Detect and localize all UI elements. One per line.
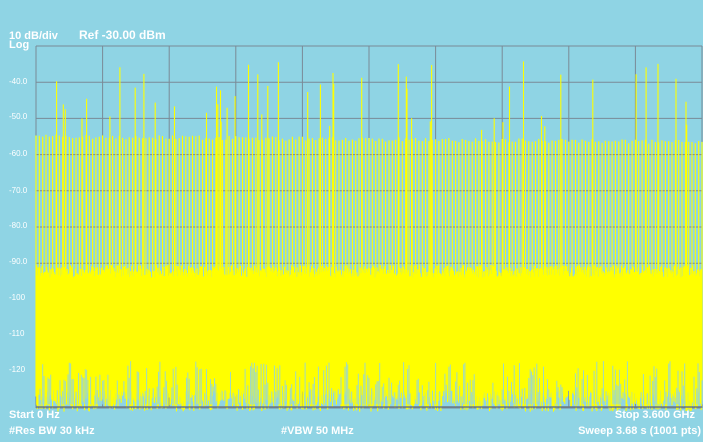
resolution-bandwidth-label: #Res BW 30 kHz (9, 425, 95, 437)
stop-frequency-label: Stop 3.600 GHz (614, 409, 695, 421)
video-bandwidth-label: #VBW 50 MHz (281, 425, 354, 437)
y-tick-label: -60.0 (9, 149, 28, 158)
y-tick-label: -90.0 (9, 257, 28, 266)
y-tick-label: -100 (9, 293, 26, 302)
sweep-time-label: Sweep 3.68 s (1001 pts) (578, 425, 701, 437)
scale-label: 10 dB/div (9, 30, 58, 42)
y-tick-label: -50.0 (9, 112, 28, 121)
y-tick-label: -110 (9, 329, 25, 338)
y-tick-label: -80.0 (9, 221, 28, 230)
log-mode-label: Log (9, 39, 30, 51)
y-tick-label: -40.0 (9, 77, 28, 86)
y-tick-label: -120 (9, 365, 26, 374)
spectrum-trace (35, 61, 703, 412)
start-frequency-label: Start 0 Hz (9, 409, 60, 421)
reference-level-label: Ref -30.00 dBm (79, 28, 166, 42)
y-tick-label: -70.0 (9, 186, 28, 195)
noise-floor-dips (39, 361, 703, 405)
